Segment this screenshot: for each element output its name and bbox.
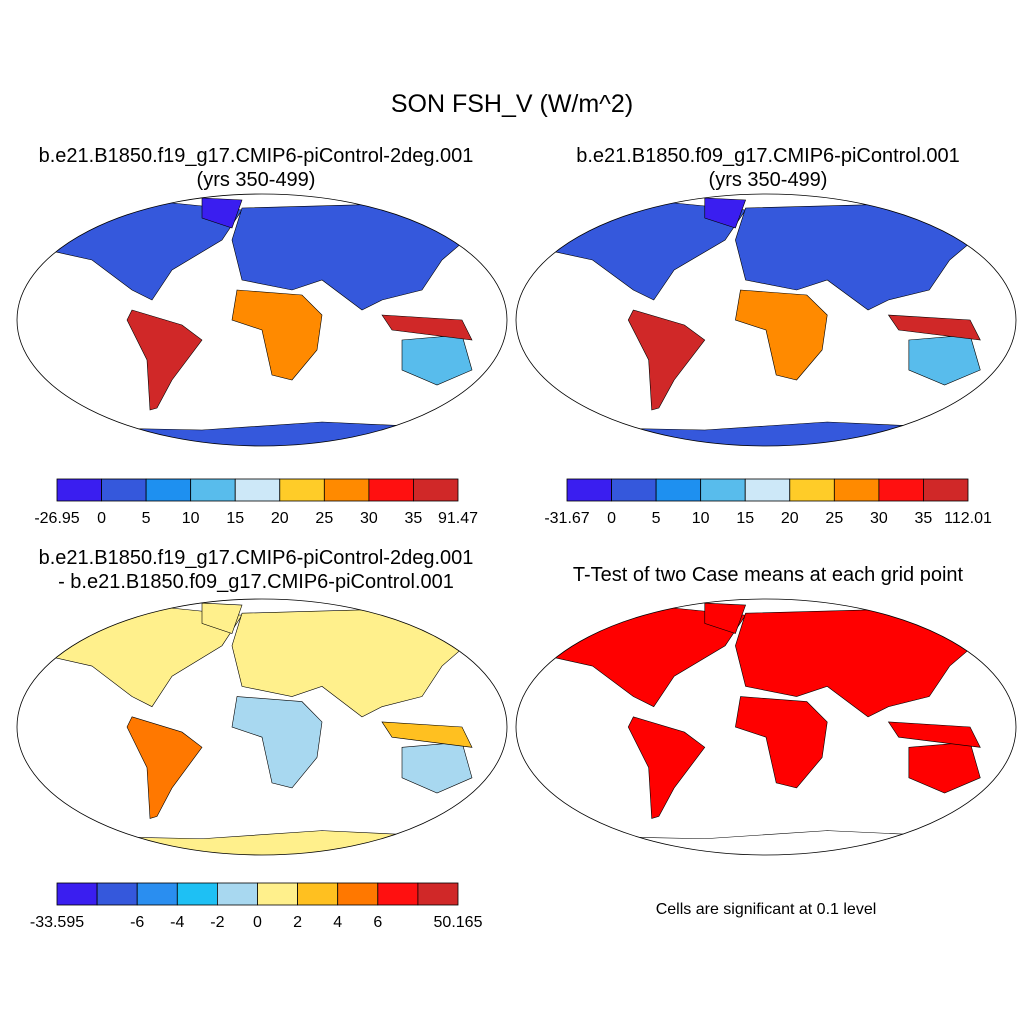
colorbar-box bbox=[789, 478, 835, 502]
colorbar-box bbox=[176, 882, 218, 906]
land-af bbox=[735, 696, 828, 789]
colorbar-label: 91.47 bbox=[438, 510, 478, 527]
land-id bbox=[887, 721, 981, 748]
colorbar-box bbox=[257, 882, 298, 906]
colorbar-label: 15 bbox=[226, 510, 244, 527]
figure-title: SON FSH_V (W/m^2) bbox=[391, 90, 633, 118]
colorbar-label: 35 bbox=[915, 510, 933, 527]
panel-title: (yrs 350-499) bbox=[709, 169, 828, 191]
colorbar-box bbox=[136, 882, 178, 906]
land-sa bbox=[126, 309, 203, 411]
colorbar-box bbox=[56, 882, 98, 906]
land-af bbox=[231, 289, 323, 381]
colorbar-box bbox=[368, 478, 414, 502]
land-sa bbox=[126, 716, 203, 819]
land-sa bbox=[627, 309, 706, 411]
colorbar-label: -26.95 bbox=[34, 510, 79, 527]
colorbar-label: -2 bbox=[210, 914, 224, 931]
land-af bbox=[231, 696, 323, 789]
colorbar-box bbox=[297, 882, 339, 906]
colorbar-label: 112.01 bbox=[944, 510, 992, 527]
colorbar-box bbox=[190, 478, 236, 502]
colorbar-box bbox=[279, 478, 325, 502]
map-border bbox=[16, 598, 508, 856]
colorbar-box bbox=[417, 882, 459, 906]
colorbar-box bbox=[56, 478, 102, 502]
colorbar-label: -6 bbox=[130, 914, 144, 931]
colorbar-label: 30 bbox=[870, 510, 888, 527]
land-sa bbox=[627, 716, 706, 819]
colorbar-label: 6 bbox=[373, 914, 382, 931]
colorbar-label: 50.165 bbox=[434, 914, 483, 931]
land-id bbox=[381, 721, 473, 748]
panel-note: Cells are significant at 0.1 level bbox=[656, 901, 877, 918]
colorbar-label: 0 bbox=[607, 510, 616, 527]
colorbar-box bbox=[234, 478, 281, 502]
colorbar-label: 2 bbox=[293, 914, 302, 931]
colorbar-label: 10 bbox=[692, 510, 710, 527]
colorbar-label: 20 bbox=[271, 510, 289, 527]
panel-title: (yrs 350-499) bbox=[197, 169, 316, 191]
colorbar-box bbox=[566, 478, 612, 502]
colorbar-label: -31.67 bbox=[544, 510, 589, 527]
panel-title: - b.e21.B1850.f09_g17.CMIP6-piControl.00… bbox=[58, 571, 454, 593]
land-gr bbox=[704, 197, 747, 229]
colorbar-box bbox=[833, 478, 880, 502]
map bbox=[46, 602, 478, 855]
colorbar-box bbox=[655, 478, 702, 502]
colorbar-label: 5 bbox=[142, 510, 151, 527]
land-gr bbox=[704, 602, 747, 634]
colorbar-box bbox=[96, 882, 138, 906]
colorbar-box bbox=[337, 882, 379, 906]
colorbar-label: 4 bbox=[333, 914, 342, 931]
colorbar-label: 25 bbox=[825, 510, 843, 527]
colorbar-label: 10 bbox=[182, 510, 200, 527]
colorbar-box bbox=[377, 882, 419, 906]
panel-title: b.e21.B1850.f19_g17.CMIP6-piControl-2deg… bbox=[39, 145, 474, 167]
map bbox=[546, 602, 986, 855]
colorbar-label: 0 bbox=[253, 914, 262, 931]
land-id bbox=[381, 314, 473, 341]
land-au bbox=[908, 741, 981, 794]
colorbar-label: 5 bbox=[652, 510, 661, 527]
map bbox=[46, 197, 478, 446]
map-border bbox=[515, 598, 1017, 856]
colorbar-box bbox=[413, 478, 459, 502]
land-au bbox=[401, 741, 473, 794]
map-border bbox=[16, 193, 508, 447]
colorbar-label: 35 bbox=[405, 510, 423, 527]
land-gr bbox=[201, 602, 243, 634]
land-au bbox=[401, 334, 473, 386]
map bbox=[546, 197, 986, 446]
colorbar-box bbox=[145, 478, 192, 502]
colorbar-box bbox=[216, 882, 258, 906]
colorbar-box bbox=[700, 478, 746, 502]
colorbar-label: -33.595 bbox=[30, 914, 84, 931]
colorbar-box bbox=[923, 478, 969, 502]
colorbar-box bbox=[878, 478, 924, 502]
panel-title: b.e21.B1850.f19_g17.CMIP6-piControl-2deg… bbox=[39, 547, 474, 569]
colorbar-label: 20 bbox=[781, 510, 799, 527]
land-gr bbox=[201, 197, 243, 229]
panel-title: T-Test of two Case means at each grid po… bbox=[573, 564, 964, 586]
colorbar-label: 15 bbox=[736, 510, 754, 527]
land-id bbox=[887, 314, 981, 341]
colorbar-box bbox=[611, 478, 657, 502]
colorbar-box bbox=[744, 478, 791, 502]
land-af bbox=[735, 289, 828, 381]
colorbar-box bbox=[323, 478, 370, 502]
colorbar-label: -4 bbox=[170, 914, 184, 931]
colorbar-label: 25 bbox=[315, 510, 333, 527]
land-au bbox=[908, 334, 981, 386]
panel-title: b.e21.B1850.f09_g17.CMIP6-piControl.001 bbox=[576, 145, 960, 167]
colorbar-box bbox=[101, 478, 147, 502]
colorbar-label: 30 bbox=[360, 510, 378, 527]
map-border bbox=[515, 193, 1017, 447]
colorbar-label: 0 bbox=[97, 510, 106, 527]
